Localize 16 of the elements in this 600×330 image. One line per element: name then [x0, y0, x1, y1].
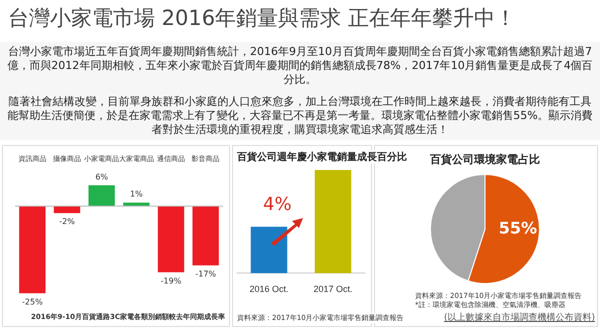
chart-title: 百貨公司週年慶小家電銷量成長百分比: [237, 150, 407, 164]
data-label: -19%: [160, 276, 182, 286]
x-tick-label: 2016 Oct.: [249, 284, 289, 294]
data-label: -25%: [22, 297, 44, 306]
chart-title: 百貨公司環境家電占比: [430, 153, 540, 166]
data-label: -2%: [59, 217, 76, 226]
data-label: 55%: [498, 218, 538, 238]
text: 台灣小家電市場 2016年銷量與需求 正在年年攀升中！: [8, 5, 516, 32]
text: (以上數據來自市場調查機構公布資料): [444, 311, 595, 324]
text: 台灣小家電市場近五年百貨周年慶期間銷售統計，2016年9月至10月百貨周年慶期間全台百貨小家電銷售總額累計超過7億，而與2012年同期相較，五年來小家電於百貨周年慶期間的銷售總額成長78%，2017年10月銷售量更是成長了4個百分比。: [6, 45, 594, 87]
data-label: 1%: [130, 190, 144, 199]
data-label: -17%: [195, 269, 216, 278]
annotation: 4%: [263, 194, 292, 215]
data-label: 6%: [95, 172, 108, 182]
x-tick-label: 2017 Oct.: [313, 284, 353, 294]
text: 隨著社會結構改變，目前單身族群和小家庭的人口愈來愈多，加上台灣環境在工作時間上越來越長，消費者期待能有工具能幫助生活便簡便，於是在家電需求上有了變化，大容量已不再是第一考量。環境家電佔整體小家電銷售55%。顯示消費者對於生活環境的重視程度，購買環境家電追求高質感生活！: [6, 95, 594, 137]
